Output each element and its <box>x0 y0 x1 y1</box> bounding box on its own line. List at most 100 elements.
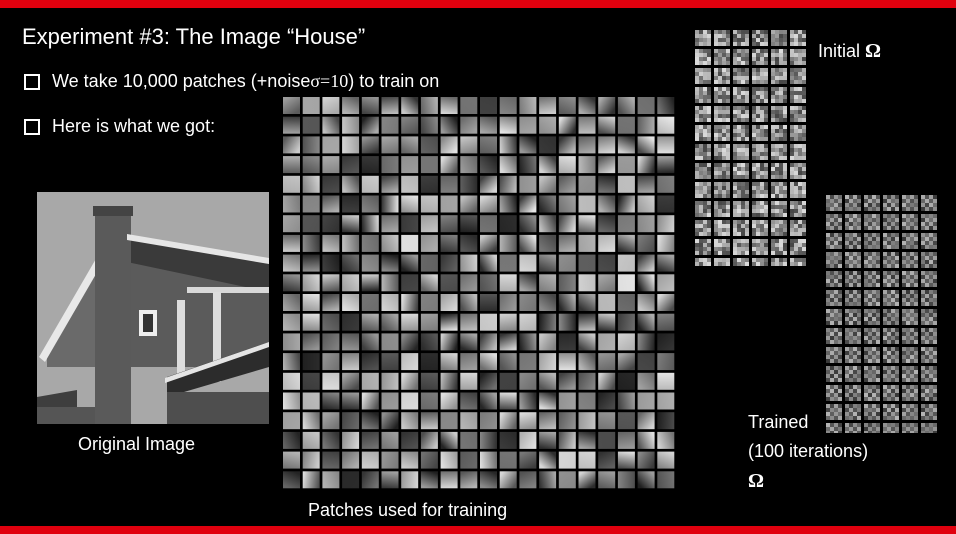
grid-patch <box>637 175 655 193</box>
grid-patch <box>695 163 711 179</box>
bullet-item: We take 10,000 patches (+noise σ=10) to … <box>24 71 439 92</box>
grid-patch <box>381 136 399 154</box>
grid-patch <box>902 195 918 211</box>
grid-patch <box>790 87 806 103</box>
grid-patch <box>322 333 340 351</box>
grid-patch <box>826 423 842 433</box>
grid-patch <box>342 333 360 351</box>
grid-patch <box>480 412 497 430</box>
grid-patch <box>558 156 576 174</box>
grid-patch <box>342 97 360 114</box>
grid-patch <box>826 328 842 344</box>
grid-patch <box>440 294 458 311</box>
grid-patch <box>460 274 478 292</box>
grid-patch <box>826 309 842 325</box>
grid-patch <box>558 234 576 252</box>
grid-patch <box>460 136 478 154</box>
grid-patch <box>322 372 340 390</box>
grid-patch <box>864 328 880 344</box>
grid-patch <box>637 156 655 174</box>
grid-patch <box>617 234 635 252</box>
grid-patch <box>440 372 458 390</box>
grid-patch <box>845 423 861 433</box>
grid-patch <box>519 136 537 154</box>
grid-patch <box>578 215 596 233</box>
grid-patch <box>302 431 320 449</box>
grid-patch <box>598 471 616 489</box>
grid-patch <box>637 313 655 331</box>
grid-patch <box>864 214 880 230</box>
grid-patch <box>539 116 557 134</box>
grid-patch <box>771 239 787 255</box>
grid-patch <box>790 144 806 160</box>
grid-patch <box>864 404 880 420</box>
grid-patch <box>771 163 787 179</box>
grid-patch <box>598 372 616 390</box>
grid-patch <box>283 215 300 233</box>
grid-patch <box>752 49 768 65</box>
grid-patch <box>283 372 300 390</box>
grid-patch <box>283 136 300 154</box>
grid-patch <box>519 274 537 292</box>
grid-patch <box>657 156 675 174</box>
grid-patch <box>752 68 768 84</box>
grid-patch <box>883 195 899 211</box>
grid-patch <box>845 252 861 268</box>
grid-patch <box>499 195 517 213</box>
grid-patch <box>401 136 419 154</box>
grid-patch <box>771 182 787 198</box>
original-image-caption: Original Image <box>78 434 196 454</box>
grid-patch <box>499 431 517 449</box>
grid-patch <box>302 372 320 390</box>
grid-patch <box>283 333 300 351</box>
grid-patch <box>361 451 379 469</box>
grid-patch <box>381 156 399 174</box>
grid-patch <box>302 274 320 292</box>
grid-patch <box>420 234 438 252</box>
grid-patch <box>617 333 635 351</box>
grid-patch <box>558 294 576 311</box>
grid-patch <box>519 175 537 193</box>
grid-patch <box>578 175 596 193</box>
grid-patch <box>790 258 806 266</box>
grid-patch <box>695 239 711 255</box>
grid-patch <box>714 106 730 122</box>
grid-patch <box>342 195 360 213</box>
grid-patch <box>342 116 360 134</box>
grid-patch <box>714 30 730 46</box>
grid-patch <box>617 254 635 272</box>
trained-dictionary-grid <box>826 195 937 433</box>
grid-patch <box>558 175 576 193</box>
grid-patch <box>361 372 379 390</box>
grid-patch <box>480 313 497 331</box>
grid-patch <box>460 353 478 371</box>
grid-patch <box>440 136 458 154</box>
grid-patch <box>519 471 537 489</box>
grid-patch <box>381 372 399 390</box>
grid-patch <box>578 313 596 331</box>
top-accent-bar <box>0 0 956 8</box>
trained-label-line2: (100 iterations) <box>748 441 869 461</box>
checkbox-bullet-icon <box>24 118 40 135</box>
grid-patch <box>420 451 438 469</box>
grid-patch <box>401 333 419 351</box>
grid-patch <box>480 116 497 134</box>
grid-patch <box>771 201 787 217</box>
grid-patch <box>420 195 438 213</box>
grid-patch <box>342 471 360 489</box>
grid-patch <box>617 372 635 390</box>
grid-patch <box>480 392 497 410</box>
grid-patch <box>598 431 616 449</box>
grid-patch <box>598 294 616 311</box>
grid-patch <box>558 215 576 233</box>
grid-patch <box>420 136 438 154</box>
omega-symbol: Ω <box>865 40 882 62</box>
grid-patch <box>637 392 655 410</box>
grid-patch <box>598 175 616 193</box>
grid-patch <box>695 220 711 236</box>
grid-patch <box>302 234 320 252</box>
grid-patch <box>322 195 340 213</box>
grid-patch <box>460 313 478 331</box>
grid-patch <box>845 347 861 363</box>
grid-patch <box>499 294 517 311</box>
